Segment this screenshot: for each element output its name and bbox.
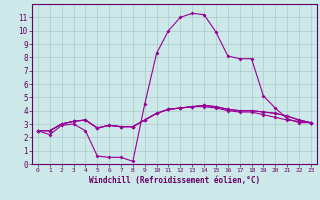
- X-axis label: Windchill (Refroidissement éolien,°C): Windchill (Refroidissement éolien,°C): [89, 176, 260, 185]
